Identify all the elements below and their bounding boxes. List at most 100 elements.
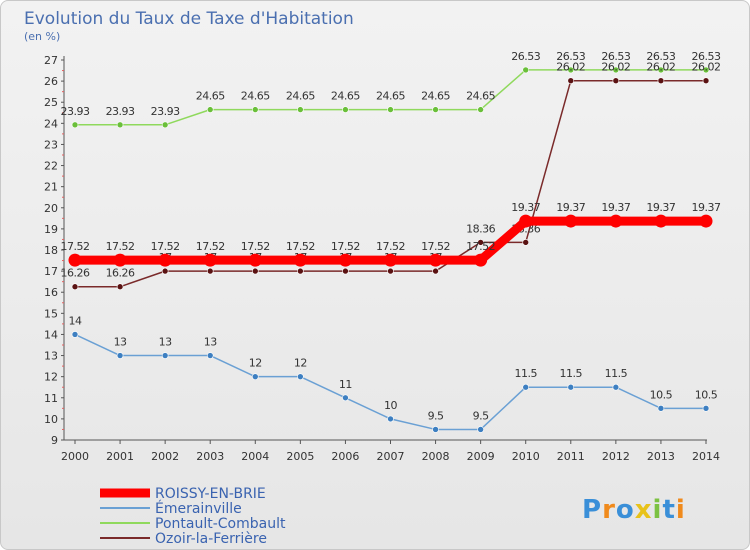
y-tick-label: 26: [44, 75, 58, 88]
x-tick-label: 2010: [512, 450, 540, 463]
data-label: 14: [69, 314, 82, 327]
series-pontault-combault: 23.93 23.93 23.93 24.65 24.65 24.65 24.65 24.65…: [61, 50, 721, 129]
data-point: [612, 66, 620, 74]
logo-letter: t: [662, 495, 675, 525]
y-tick-label: 12: [44, 371, 58, 384]
data-point: [297, 267, 304, 275]
data-point: [387, 415, 394, 423]
y-tick-label: 19: [44, 223, 58, 236]
y-tick-label: 9: [51, 434, 58, 447]
data-label: 24.65: [196, 90, 225, 103]
chart-title: Evolution du Taux de Taxe d'Habitation: [24, 9, 354, 29]
data-point: [71, 121, 79, 129]
data-point: [251, 106, 259, 113]
series-line: [74, 333, 706, 431]
data-label: 19.37: [511, 201, 540, 214]
data-point: [432, 106, 439, 113]
data-label: 26.53: [692, 50, 721, 63]
data-point: [342, 106, 349, 113]
data-label: 10.5: [695, 388, 718, 401]
data-label: 26.02: [556, 61, 585, 74]
data-label: 16.26: [106, 267, 135, 280]
data-label: 17.52: [421, 240, 450, 253]
data-point: [477, 106, 484, 113]
data-point: [161, 352, 169, 359]
data-label: 24.65: [376, 90, 405, 103]
x-tick-label: 2011: [557, 450, 585, 463]
data-point: [387, 106, 394, 113]
data-point: [161, 267, 169, 275]
x-tick-label: 2002: [151, 450, 179, 463]
data-point: [116, 283, 124, 291]
x-tick-label: 2008: [422, 450, 450, 463]
series--merainville: 14 13 13 13 12 12 11 10 9.5 9.5 11.5 11.5 11.5 10.5 10…: [69, 314, 718, 433]
logo-wordmark: Proxiti: [582, 495, 686, 525]
data-label: 18.36: [466, 222, 495, 235]
legend: ROISSY-EN-BRIEÉmerainvillePontault-Comba…: [100, 486, 286, 547]
data-label: 24.65: [466, 90, 495, 103]
data-label: 16.26: [61, 267, 90, 280]
data-point: [68, 253, 82, 267]
data-point: [657, 405, 665, 412]
x-tick-label: 2004: [241, 450, 269, 463]
data-point: [567, 66, 575, 74]
data-label: 26.02: [601, 61, 630, 74]
data-point: [432, 267, 439, 275]
data-point: [387, 267, 394, 275]
logo-letter: x: [635, 495, 653, 525]
data-label: 13: [159, 336, 172, 349]
data-point: [477, 239, 484, 246]
data-label: 13: [114, 336, 127, 349]
data-label: 13: [204, 336, 217, 349]
y-tick-label: 11: [44, 392, 58, 405]
data-point: [342, 394, 349, 402]
data-label: 17.52: [331, 240, 360, 253]
axes: 9 10 11 12 13 14 15 16 17 18 19 20 21 22 23 24 25 26 27 200…: [44, 54, 720, 463]
data-label: 12: [294, 357, 307, 370]
data-point: [609, 214, 623, 228]
data-label: 11.5: [514, 367, 537, 380]
x-tick-label: 2009: [467, 450, 495, 463]
data-point: [297, 106, 304, 113]
data-point: [342, 267, 349, 275]
data-label: 23.93: [106, 105, 135, 118]
data-label: 10.5: [650, 388, 673, 401]
y-tick-label: 16: [44, 286, 58, 299]
data-point: [116, 121, 124, 129]
data-point: [612, 77, 620, 84]
y-tick-label: 21: [44, 181, 58, 194]
x-tick-label: 2013: [647, 450, 675, 463]
data-label: 17.52: [241, 240, 270, 253]
y-tick-label: 23: [44, 138, 58, 151]
data-label: 24.65: [421, 90, 450, 103]
logo-letter: i: [653, 495, 663, 525]
data-point: [384, 253, 397, 267]
data-point: [206, 267, 214, 275]
data-point: [567, 383, 575, 391]
data-label: 11.5: [605, 367, 628, 380]
data-label: 17.52: [466, 240, 495, 253]
data-label: 24.65: [241, 90, 270, 103]
data-point: [522, 66, 530, 74]
data-point: [702, 66, 710, 74]
data-label: 24.65: [286, 90, 315, 103]
data-point: [477, 426, 484, 433]
data-point: [657, 66, 665, 74]
data-point: [248, 253, 262, 267]
data-label: 9.5: [428, 409, 444, 422]
data-label: 19.37: [646, 201, 675, 214]
data-label: 17.52: [61, 240, 90, 253]
data-point: [567, 77, 575, 84]
data-label: 11.5: [560, 367, 583, 380]
x-tick-label: 2014: [692, 450, 720, 463]
data-label: 26.53: [601, 50, 630, 63]
data-point: [297, 373, 304, 380]
y-tick-label: 10: [44, 413, 58, 426]
data-label: 10: [384, 399, 397, 412]
data-point: [338, 253, 352, 267]
chart-subtitle: (en %): [24, 30, 60, 43]
y-tick-label: 15: [44, 307, 58, 320]
x-tick-label: 2007: [377, 450, 405, 463]
data-point: [206, 106, 214, 113]
